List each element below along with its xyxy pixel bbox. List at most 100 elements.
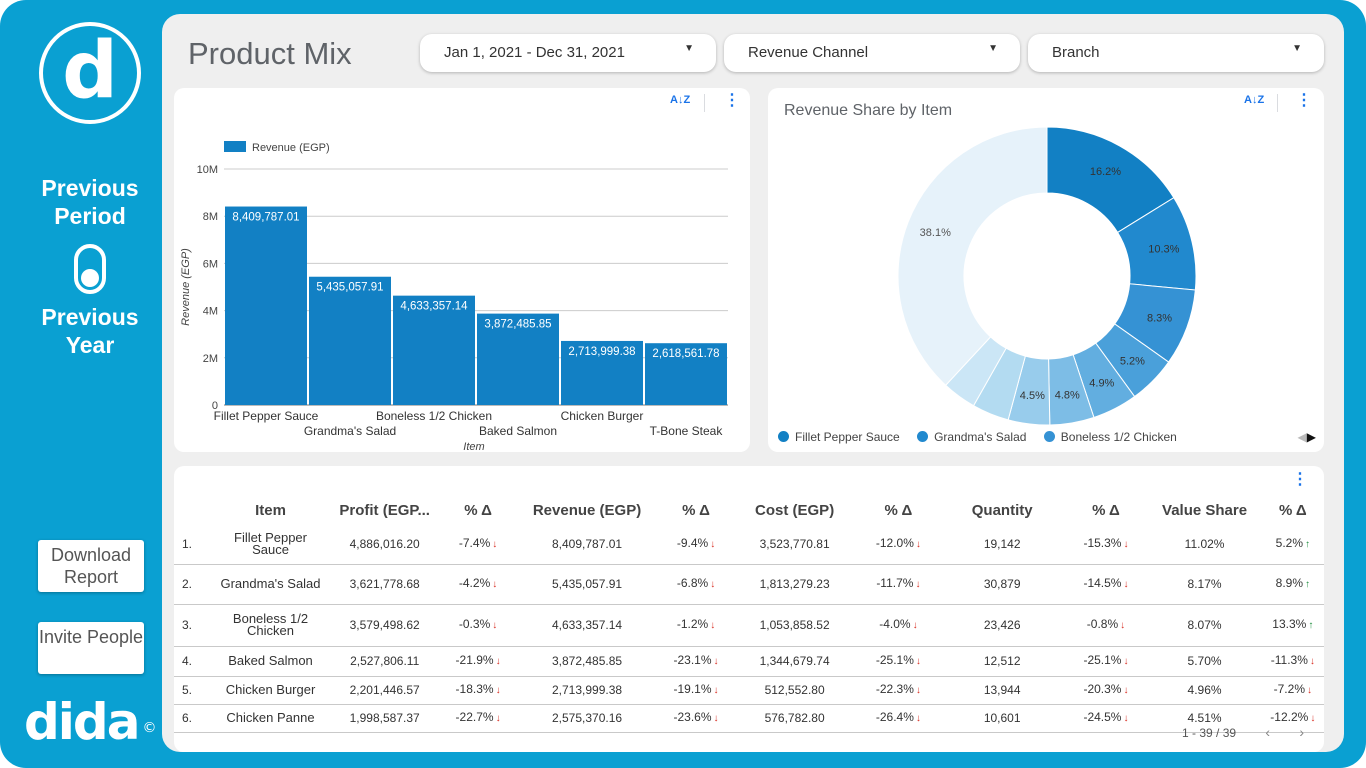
cell-value: 5.2% [1275,535,1303,550]
bar[interactable] [225,206,307,405]
legend-item[interactable]: Boneless 1/2 Chicken [1043,430,1177,444]
item-cell: Grandma's Salad [213,564,328,605]
table-cell: 8.07% [1147,604,1262,647]
revenue-share-donut: 16.2% 10.3% 8.3% 5.2% 4.9% 4.8% 4.5% 38.1% [897,126,1197,426]
cell-value: -22.7% [455,710,494,724]
table-row[interactable]: 4. Baked Salmon 2,527,806.11 -21.9% ↓ 3,872,4… [174,646,1324,677]
table-cell: -25.1% ↓ [1064,646,1148,677]
sort-icon[interactable]: A↓Z [1244,94,1265,106]
legend-item[interactable]: Fillet Pepper Sauce [778,430,900,444]
table-cell: 4,633,357.14 [514,604,660,647]
column-header[interactable]: Cost (EGP) [755,501,835,519]
arrow-down-icon: ↓ [915,538,921,550]
column-header[interactable]: % Δ [884,501,913,519]
cell-value: 3,621,778.68 [349,577,420,591]
slice-label: 4.5% [1020,390,1045,402]
next-page-icon[interactable]: › [1299,724,1305,740]
column-header[interactable]: Revenue (EGP) [532,501,642,519]
slice-label: 16.2% [1090,166,1121,178]
column-header[interactable]: Value Share [1162,501,1248,519]
cell-value: -24.5% [1083,710,1122,724]
arrow-down-icon: ↓ [912,620,918,631]
cell-value: 1,344,679.74 [759,654,830,668]
chevron-down-icon: ▼ [988,43,998,54]
legend-next-icon[interactable]: ▶ [1306,430,1316,444]
table-cell: -11.7% ↓ [856,564,940,605]
column-header[interactable]: % Δ [1278,501,1307,519]
sort-icon[interactable]: A↓Z [670,94,691,106]
bar[interactable] [477,313,559,405]
column-header[interactable]: Quantity [971,501,1033,519]
table-cell: 4. [174,646,214,677]
cell-value: -0.3% [458,617,491,631]
revenue-bar-chart: Revenue (EGP) 0 2M 4M 6M 8M 10M Revenue (EGP) 8,… [180,141,728,452]
more-options-icon[interactable]: ⋮ [1296,92,1312,109]
column-header[interactable]: Item [255,501,286,519]
donut-slice[interactable] [897,126,1048,386]
period-toggle[interactable] [74,244,106,294]
slice-label: 38.1% [920,227,951,239]
table-cell: 3,523,770.81 [732,524,857,565]
prev-page-icon[interactable]: ‹ [1265,724,1271,740]
arrow-down-icon: ↓ [495,656,501,667]
cell-value: 2,201,446.57 [349,683,420,697]
legend-dot [1043,431,1055,442]
table-cell: -22.3% ↓ [856,676,940,705]
bar[interactable] [393,295,475,405]
table-pagination: 1 - 39 / 39 ‹ › [1182,724,1304,740]
page-title: Product Mix [188,36,352,71]
table-cell: -26.4% ↓ [856,704,940,733]
table-cell: 2,713,999.38 [514,676,660,705]
arrow-down-icon: ↓ [713,656,719,667]
date-range-filter[interactable]: Jan 1, 2021 - Dec 31, 2021 ▼ [420,34,716,72]
revenue-channel-filter[interactable]: Revenue Channel ▼ [724,34,1020,72]
table-cell: 3,579,498.62 [327,604,442,647]
cell-value: -4.0% [879,617,911,631]
table-cell: 2,575,370.16 [514,704,660,733]
arrow-down-icon: ↓ [1123,656,1129,667]
table-cell: 4.96% [1147,676,1262,705]
table-cell: -1.2% ↓ [659,604,733,647]
cell-value: -20.3% [1083,682,1122,696]
arrow-down-icon: ↓ [710,620,716,631]
arrow-down-icon: ↓ [713,685,719,696]
x-tick-label: T-Bone Steak [650,424,724,438]
bar[interactable] [561,340,643,405]
more-options-icon[interactable]: ⋮ [724,92,740,109]
column-header[interactable]: Profit (EGP... [339,501,430,519]
legend-prev-icon[interactable]: ◀ [1297,430,1307,444]
legend-item[interactable]: Grandma's Salad [917,430,1026,444]
arrow-down-icon: ↓ [1309,656,1315,667]
cell-value: 3,579,498.62 [349,618,420,632]
cell-value: -23.1% [673,653,712,667]
table-row[interactable]: 6. Chicken Panne 1,998,587.37 -22.7% ↓ 2,575,… [174,704,1324,733]
cell-value: 6. [182,711,193,725]
column-header[interactable]: % Δ [464,501,492,519]
table-cell: 5.2% ↑ [1261,524,1324,565]
column-header[interactable]: % Δ [1092,501,1120,519]
table-row[interactable]: 5. Chicken Burger 2,201,446.57 -18.3% ↓ 2,713… [174,676,1324,705]
table-cell: -4.2% ↓ [441,564,515,605]
table-row[interactable]: 3. Boneless 1/2 Chicken 3,579,498.62 -0.3% ↓… [174,604,1324,647]
cell-value: -19.1% [673,682,712,696]
invite-people-button[interactable]: Invite People [38,622,144,674]
bar[interactable] [645,343,727,405]
table-row[interactable]: 2. Grandma's Salad 3,621,778.68 -4.2% ↓ 5,435… [174,564,1324,605]
arrow-down-icon: ↓ [915,713,921,724]
cell-value: -0.8% [1086,617,1119,631]
table-cell: 8.17% [1147,564,1262,605]
cell-value: 19,142 [983,536,1021,551]
arrow-down-icon: ↓ [710,538,716,550]
more-options-icon[interactable]: ⋮ [1292,471,1308,488]
column-header[interactable]: % Δ [682,501,710,519]
table-row[interactable]: 1. Fillet Pepper Sauce 4,886,016.20 -7.4% ↓ 8… [174,524,1324,565]
y-tick-label: 10M [197,164,218,176]
sidebar: d Previous Period Previous Year Download… [20,10,160,758]
branch-filter[interactable]: Branch ▼ [1028,34,1324,72]
download-report-button[interactable]: Download Report [38,540,144,592]
bar[interactable] [309,276,391,405]
cell-value: -4.2% [458,576,491,590]
table-cell: 2,201,446.57 [327,676,442,705]
item-cell: Fillet Pepper Sauce [213,524,328,565]
